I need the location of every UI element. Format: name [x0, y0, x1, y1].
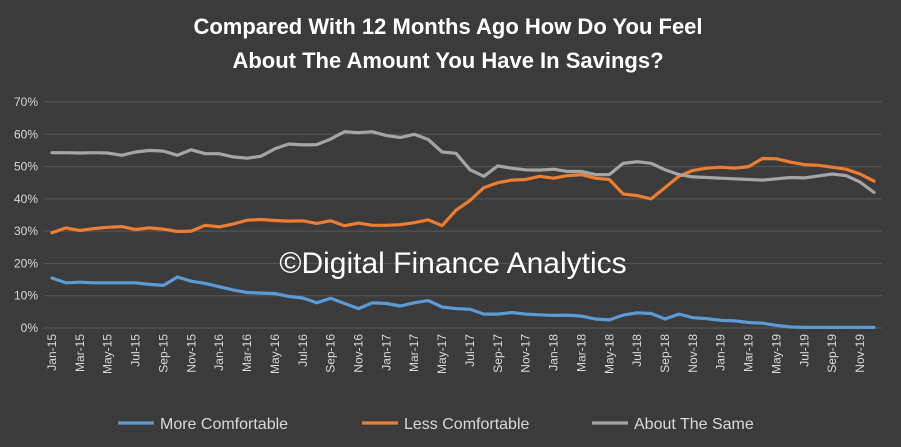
- x-tick-label: Nov-19: [853, 334, 867, 373]
- x-tick-label: Jan-17: [379, 334, 393, 371]
- y-tick-label: 70%: [14, 95, 38, 109]
- x-tick-label: Jul-17: [463, 334, 477, 367]
- series-line: [50, 156, 876, 235]
- x-tick-label: Nov-18: [686, 334, 700, 373]
- x-tick-label: Mar-16: [240, 334, 254, 372]
- x-tick-label: Sep-15: [156, 334, 170, 373]
- x-tick-label: Jan-15: [45, 334, 59, 371]
- x-tick-label: Nov-17: [519, 334, 533, 373]
- x-tick-label: Sep-18: [658, 334, 672, 373]
- x-tick-label: Jan-16: [212, 334, 226, 371]
- x-tick-label: Sep-17: [491, 334, 505, 373]
- y-tick-label: 50%: [14, 160, 38, 174]
- x-tick-label: Jul-16: [296, 334, 310, 367]
- y-tick-label: 20%: [14, 256, 38, 270]
- x-tick-label: May-19: [769, 334, 783, 374]
- x-tick-label: Jan-18: [547, 334, 561, 371]
- y-tick-label: 40%: [14, 192, 38, 206]
- x-tick-label: Sep-19: [825, 334, 839, 373]
- x-tick-label: Jul-19: [797, 334, 811, 367]
- series-line: [50, 130, 876, 194]
- x-tick-label: May-15: [101, 334, 115, 374]
- legend-label: Less Comfortable: [404, 416, 529, 433]
- legend: More Comfortable Less Comfortable About Th…: [118, 416, 754, 433]
- x-tick-label: Mar-17: [407, 334, 421, 372]
- watermark: ©Digital Finance Analytics: [279, 247, 626, 280]
- x-tick-label: May-17: [435, 334, 449, 374]
- chart-title-line-1: Compared With 12 Months Ago How Do You F…: [193, 14, 702, 39]
- x-tick-label: Jul-18: [630, 334, 644, 367]
- y-axis-ticks: 0% 10% 20% 30% 40% 50% 60% 70%: [14, 95, 38, 335]
- x-axis-ticks: Jan-15 Mar-15 May-15 Jul-15 Sep-15 Nov-15 Jan-…: [45, 334, 867, 374]
- series-lines: [50, 130, 876, 329]
- legend-label: More Comfortable: [160, 416, 288, 433]
- x-tick-label: Nov-15: [184, 334, 198, 373]
- x-tick-label: Sep-16: [324, 334, 338, 373]
- legend-label: About The Same: [634, 416, 754, 433]
- y-tick-label: 0%: [21, 321, 39, 335]
- x-tick-label: Nov-16: [352, 334, 366, 373]
- chart-title-line-2: About The Amount You Have In Savings?: [232, 48, 663, 73]
- y-tick-label: 30%: [14, 224, 38, 238]
- x-tick-label: Mar-15: [73, 334, 87, 372]
- y-tick-label: 60%: [14, 127, 38, 141]
- x-tick-label: Jul-15: [129, 334, 143, 367]
- x-tick-label: Mar-19: [742, 334, 756, 372]
- x-tick-label: Mar-18: [574, 334, 588, 372]
- x-tick-label: Jan-19: [714, 334, 728, 371]
- x-tick-label: May-18: [602, 334, 616, 374]
- x-tick-label: May-16: [268, 334, 282, 374]
- y-tick-label: 10%: [14, 289, 38, 303]
- series-line: [50, 275, 876, 329]
